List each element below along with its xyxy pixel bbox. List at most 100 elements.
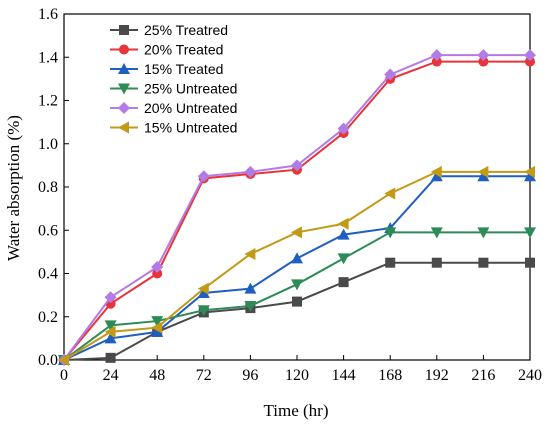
data-point [477,49,490,62]
legend-label: 25% Untreated [144,81,237,97]
data-point [430,49,443,62]
data-point [291,159,303,172]
legend-label: 20% Treated [144,42,223,58]
legend-entry: 25% Treatred [110,22,228,38]
data-point [104,325,116,338]
data-point [244,165,257,178]
series-2 [59,56,535,365]
x-tick-label: 24 [103,367,119,384]
data-point [152,268,163,279]
series-3 [58,170,536,365]
series-line [63,261,530,361]
legend-marker [118,121,129,134]
y-axis-title: Water absorption (%) [4,115,23,261]
series-4 [58,227,536,366]
x-tick-label: 216 [471,367,495,384]
legend-label: 20% Untreated [144,100,237,116]
data-point [104,332,117,344]
data-point [244,248,256,261]
data-point [337,228,350,240]
x-tick-label: 48 [149,367,165,384]
data-point [197,170,210,183]
data-point [151,321,163,334]
legend-entry: 20% Untreated [110,100,237,116]
x-tick-label: 240 [518,367,542,384]
data-point [105,352,116,363]
legend-label: 15% Untreated [144,120,237,136]
data-point [431,56,442,67]
data-point [430,227,443,239]
series-line [63,231,530,361]
x-axis-title: Time (hr) [263,401,328,420]
y-tick-label: 1.6 [38,6,58,23]
legend-entry: 25% Untreated [110,81,237,97]
data-point [430,170,443,182]
legend-marker [118,83,130,95]
y-tick-label: 0.2 [38,309,58,326]
data-point [478,257,489,268]
data-point [385,257,396,268]
data-point [104,320,117,332]
data-point [197,305,210,317]
data-point [384,227,397,239]
legend-marker [118,102,130,114]
data-point [292,296,302,307]
series-line [63,175,530,361]
y-tick-label: 0.6 [38,222,58,239]
data-point [291,252,303,264]
x-tick-label: 72 [196,367,212,384]
x-tick-label: 96 [242,367,258,384]
x-tick-label: 144 [332,367,356,384]
y-tick-label: 1.0 [38,136,58,153]
data-point [525,257,535,268]
data-point [524,227,536,239]
series-line [63,60,530,361]
data-point [431,257,442,268]
series-line [63,54,530,361]
x-tick-label: 192 [425,367,449,384]
legend-entry: 15% Untreated [110,120,237,136]
data-point [291,279,303,291]
data-point [525,56,535,67]
y-tick-label: 0.8 [38,179,58,196]
data-point [151,316,164,328]
data-point [197,286,210,298]
data-point [151,261,164,274]
y-tick-label: 0.0 [38,352,58,369]
data-point [524,49,536,62]
data-point [197,282,209,295]
plot-frame [63,13,531,361]
data-point [338,277,349,288]
legend-marker [119,44,129,55]
series-5 [58,49,536,366]
data-point [477,227,490,239]
data-point [337,253,350,265]
data-point [151,325,164,337]
data-point [478,56,489,67]
x-tick-label: 120 [285,367,309,384]
data-point [337,122,350,135]
legend-entry: 20% Treated [110,42,223,58]
data-point [430,165,442,178]
legend-entry: 15% Treated [110,61,223,77]
y-tick-label: 0.4 [38,266,58,283]
data-point [291,226,302,239]
series-line [63,170,530,361]
y-tick-label: 1.4 [38,49,58,66]
y-tick-label: 1.2 [38,93,58,110]
legend-label: 25% Treatred [144,22,228,38]
data-point [524,165,535,178]
data-point [477,165,489,178]
x-tick-label: 168 [378,367,402,384]
series-6 [58,165,535,366]
data-point [477,170,490,182]
data-point [244,300,257,312]
data-point [337,217,349,230]
legend-label: 15% Treated [144,61,223,77]
data-point [384,187,396,200]
data-point [384,68,397,81]
data-point [244,282,257,294]
series-1 [59,257,535,365]
legend-marker [118,63,130,74]
